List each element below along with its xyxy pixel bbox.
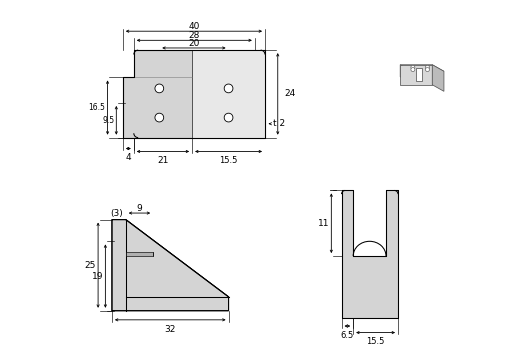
Polygon shape [192, 50, 265, 138]
Text: 15.5: 15.5 [366, 337, 385, 346]
Polygon shape [416, 68, 422, 82]
Circle shape [411, 65, 415, 69]
Text: 19: 19 [92, 272, 104, 281]
Polygon shape [126, 219, 228, 297]
Text: 28: 28 [189, 31, 200, 40]
Text: 32: 32 [164, 324, 176, 334]
Bar [126, 252, 153, 256]
Text: t 2: t 2 [273, 119, 286, 128]
Circle shape [155, 84, 164, 93]
Polygon shape [400, 65, 444, 71]
Text: 4: 4 [126, 153, 131, 162]
Circle shape [224, 84, 233, 93]
Circle shape [411, 68, 415, 71]
Text: 40: 40 [188, 22, 200, 31]
Polygon shape [432, 65, 444, 91]
Text: 9: 9 [137, 204, 143, 213]
Polygon shape [400, 65, 412, 83]
Text: 20: 20 [188, 39, 200, 48]
Circle shape [155, 113, 164, 122]
Circle shape [426, 68, 429, 71]
Text: (3): (3) [110, 209, 123, 218]
Text: 6.5: 6.5 [341, 331, 354, 340]
Text: 24: 24 [284, 89, 296, 98]
Polygon shape [112, 219, 228, 311]
Circle shape [426, 65, 429, 69]
Text: 9.5: 9.5 [103, 116, 115, 125]
Text: 25: 25 [84, 261, 96, 270]
Polygon shape [341, 190, 398, 318]
Text: 11: 11 [317, 219, 329, 228]
Polygon shape [400, 65, 432, 85]
Text: 15.5: 15.5 [219, 156, 238, 165]
Text: 21: 21 [157, 156, 169, 165]
Text: 16.5: 16.5 [89, 103, 105, 112]
Polygon shape [123, 50, 265, 138]
Circle shape [224, 113, 233, 122]
